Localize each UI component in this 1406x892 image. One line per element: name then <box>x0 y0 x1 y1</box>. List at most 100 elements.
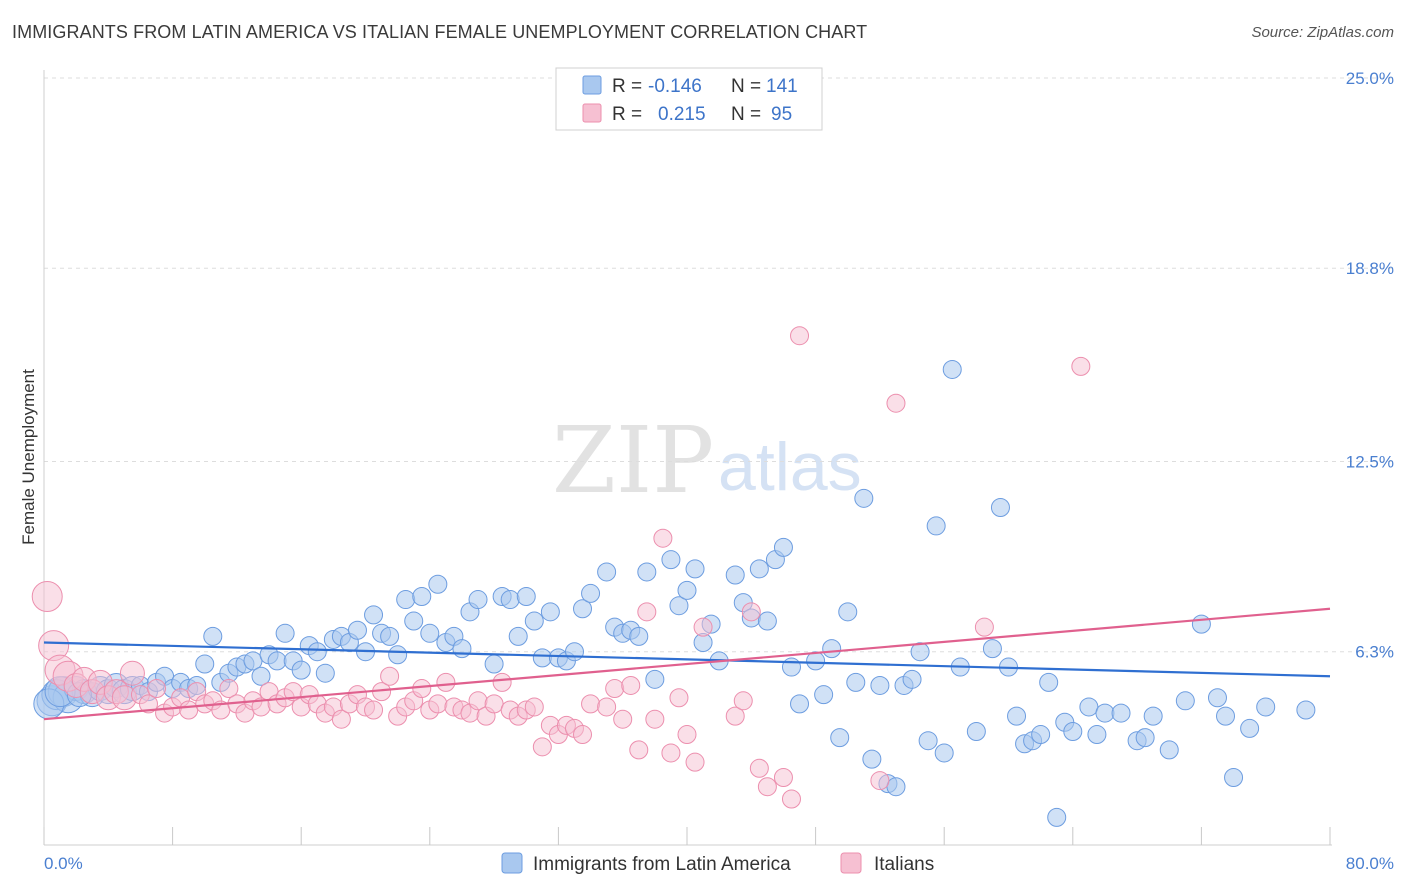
latin-america-point-119 <box>1047 807 1067 827</box>
italians-point-91 <box>886 393 906 413</box>
latin-america-point-112 <box>990 498 1010 518</box>
latin-america-point-82 <box>725 565 745 585</box>
watermark-atlas: atlas <box>718 429 862 505</box>
italians-point-50 <box>436 672 456 692</box>
latin-america-point-32 <box>291 660 311 680</box>
chart-source: Source: ZipAtlas.com <box>1251 24 1394 41</box>
italians-point-37 <box>331 709 351 729</box>
latin-america-point-104 <box>910 642 930 662</box>
latin-america-point-65 <box>564 642 584 662</box>
italians-point-56 <box>484 694 504 714</box>
latin-america-point-44 <box>388 645 408 665</box>
italians-point-47 <box>412 679 432 699</box>
italians-point-14 <box>147 679 167 699</box>
italians-point-23 <box>219 679 239 699</box>
chart-title: IMMIGRANTS FROM LATIN AMERICA VS ITALIAN… <box>12 22 868 42</box>
italians-point-11 <box>119 660 145 686</box>
latin-america-point-72 <box>629 626 649 646</box>
italians-point-87 <box>757 777 777 797</box>
latin-america-point-76 <box>669 596 689 616</box>
latin-america-point-108 <box>942 359 962 379</box>
latin-america-point-75 <box>661 550 681 570</box>
latin-america-point-78 <box>685 559 705 579</box>
latin-america-point-61 <box>532 648 552 668</box>
italians-point-80 <box>685 752 705 772</box>
series-legend: Immigrants from Latin America Italians <box>501 852 934 875</box>
latin-america-point-130 <box>1175 691 1195 711</box>
y-tick-label: 18.8% <box>1346 259 1394 278</box>
italians-point-79 <box>677 725 697 745</box>
italians-point-18 <box>179 700 199 720</box>
italians-point-73 <box>629 740 649 760</box>
latin-america-point-58 <box>508 626 528 646</box>
y-tick-label: 6.3% <box>1355 643 1394 662</box>
x-tick-label-max: 80.0% <box>1346 854 1394 873</box>
latin-america-point-57 <box>500 590 520 610</box>
y-tick-label: 25.0% <box>1346 69 1394 88</box>
y-axis-title: Female Unemployment <box>19 369 38 545</box>
legend-n-value-1: 141 <box>766 76 798 97</box>
latin-america-point-135 <box>1240 718 1260 738</box>
latin-america-point-98 <box>862 749 882 769</box>
latin-america-point-111 <box>982 639 1002 659</box>
italians-point-0 <box>31 580 63 612</box>
italians-point-70 <box>605 679 625 699</box>
latin-america-point-35 <box>315 663 335 683</box>
watermark-zip: ZIP <box>552 407 714 514</box>
italians-point-68 <box>581 694 601 714</box>
latin-america-point-106 <box>926 516 946 536</box>
italians-point-92 <box>974 617 994 637</box>
italians-point-88 <box>773 768 793 788</box>
stats-legend: R = -0.146 N = 141 R = 0.215 N = 95 <box>555 67 823 131</box>
italians-point-83 <box>725 706 745 726</box>
latin-america-point-91 <box>806 651 826 671</box>
latin-america-point-101 <box>886 777 906 797</box>
bottom-legend-swatch-blue <box>501 852 523 874</box>
latin-america-point-134 <box>1224 768 1244 788</box>
legend-r-label-2: R = <box>612 104 642 125</box>
italians-point-61 <box>524 697 544 717</box>
latin-america-point-110 <box>966 721 986 741</box>
latin-america-point-118 <box>1039 672 1059 692</box>
latin-america-point-34 <box>307 642 327 662</box>
latin-america-point-41 <box>364 605 384 625</box>
latin-america-point-21 <box>203 626 223 646</box>
latin-america-point-49 <box>428 574 448 594</box>
italians-point-93 <box>1071 356 1091 376</box>
italians-point-76 <box>653 528 673 548</box>
latin-america-point-103 <box>902 669 922 689</box>
italians-point-75 <box>645 709 665 729</box>
latin-america-point-89 <box>781 657 801 677</box>
latin-america-point-121 <box>1063 721 1083 741</box>
latin-america-point-46 <box>404 611 424 631</box>
italians-point-90 <box>790 326 810 346</box>
latin-america-point-137 <box>1296 700 1316 720</box>
latin-america-point-45 <box>396 590 416 610</box>
bottom-legend-label-blue: Immigrants from Latin America <box>533 854 791 875</box>
latin-america-point-136 <box>1256 697 1276 717</box>
italians-point-71 <box>613 709 633 729</box>
legend-n-value-2: 95 <box>771 104 792 125</box>
latin-america-point-74 <box>645 669 665 689</box>
legend-r-value-2: 0.215 <box>658 104 706 125</box>
grid-lines <box>44 77 1392 653</box>
latin-america-point-77 <box>677 580 697 600</box>
y-tick-labels: 6.3% 12.5% 18.8% 25.0% <box>1346 69 1394 662</box>
latin-america-point-68 <box>597 562 617 582</box>
latin-america-point-107 <box>934 743 954 763</box>
latin-america-point-96 <box>846 672 866 692</box>
latin-america-point-94 <box>830 728 850 748</box>
latin-america-point-99 <box>870 675 890 695</box>
italians-point-43 <box>380 666 400 686</box>
bottom-legend-swatch-pink <box>840 852 862 874</box>
latin-america-point-95 <box>838 602 858 622</box>
x-axis-ticks <box>43 827 1331 845</box>
latin-america-point-47 <box>412 586 432 606</box>
latin-america-point-125 <box>1111 703 1131 723</box>
legend-r-value-1: -0.146 <box>648 76 702 97</box>
italians-point-84 <box>733 691 753 711</box>
italians-point-78 <box>669 688 689 708</box>
bottom-legend-label-pink: Italians <box>874 854 934 875</box>
latin-america-point-66 <box>573 599 593 619</box>
latin-america-point-105 <box>918 731 938 751</box>
